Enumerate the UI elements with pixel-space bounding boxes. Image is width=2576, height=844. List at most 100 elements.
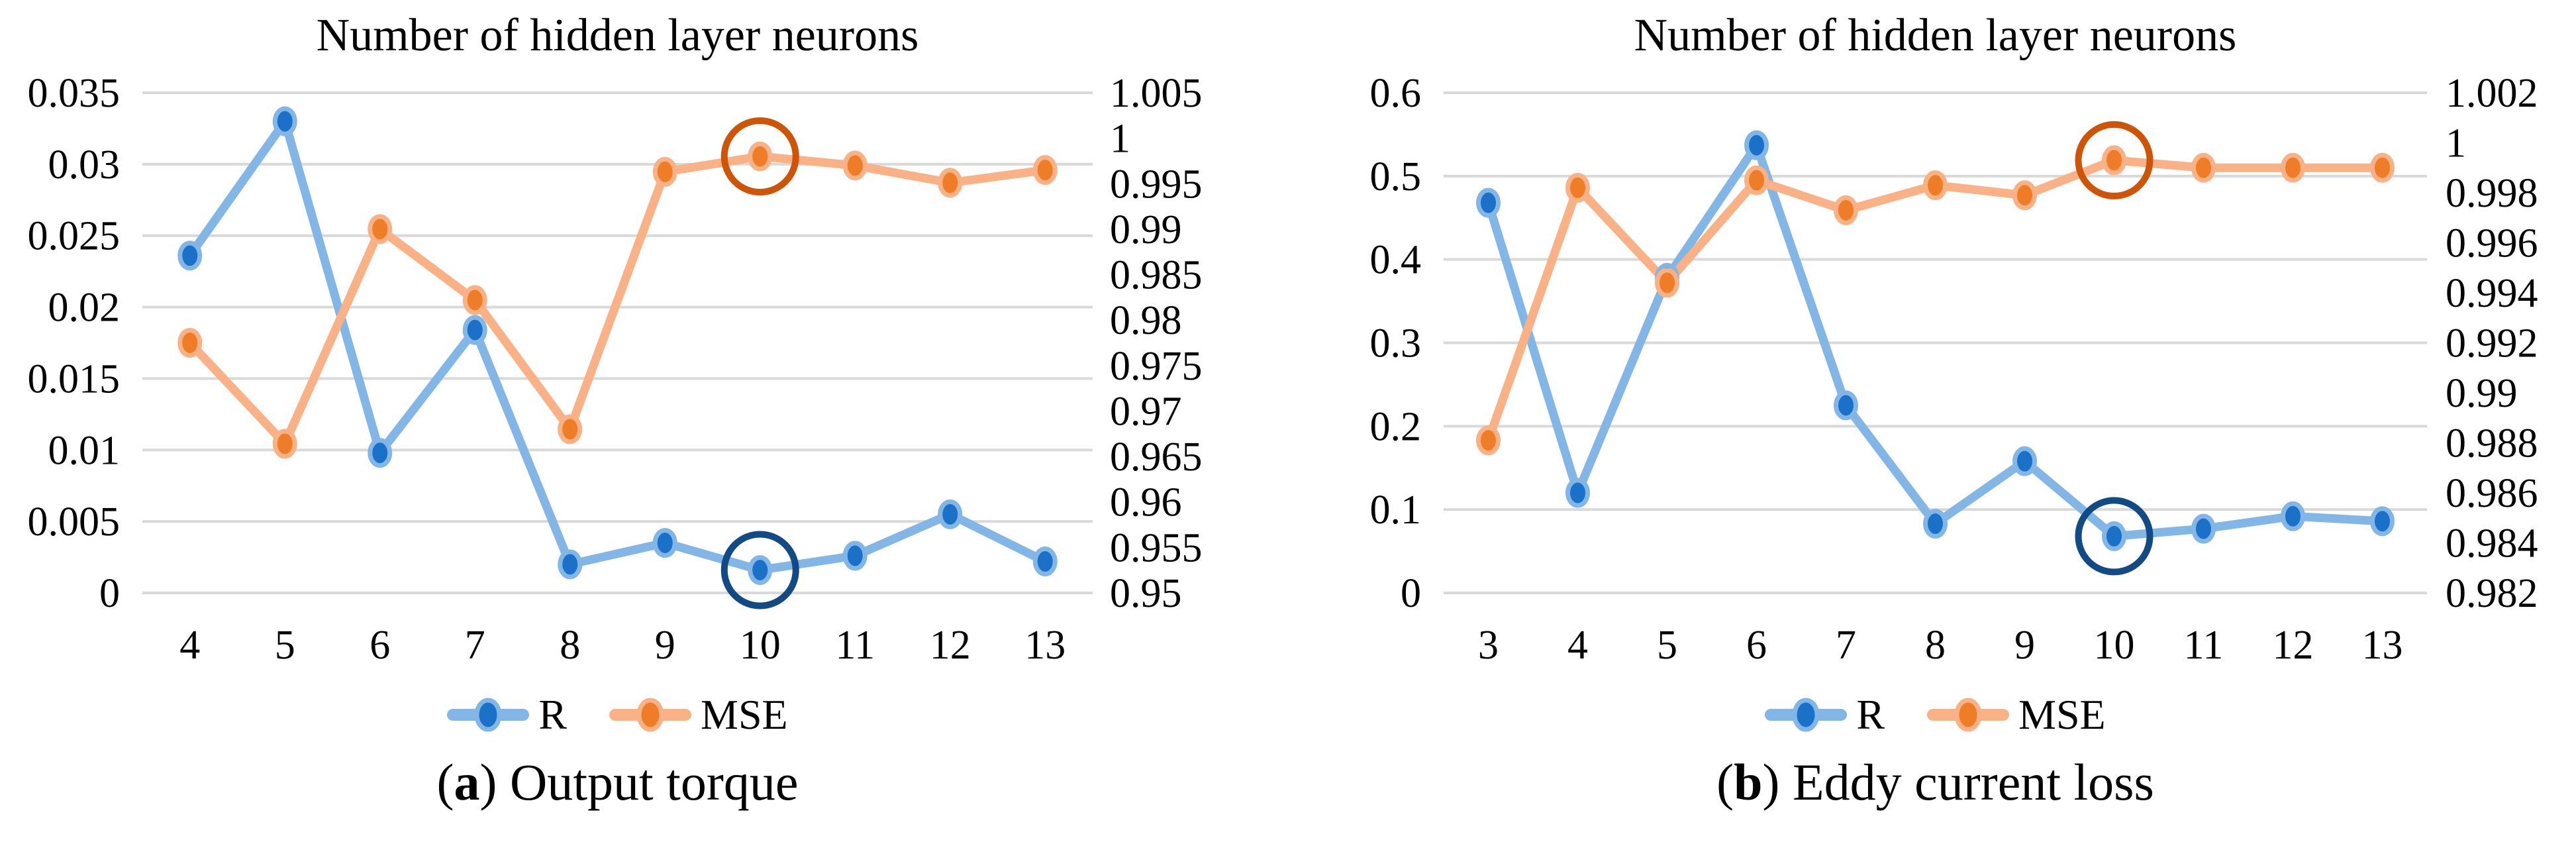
r-annotation-circle [2075,497,2154,576]
r-data-point-marker [1834,390,1858,421]
right-axis-tick: 0.97 [1110,389,1182,434]
mse-data-point-marker [1834,195,1858,225]
r-data-point-marker [2012,446,2037,476]
x-axis-tick: 8 [1925,623,1946,668]
r-data-point-marker [1923,509,1948,539]
right-axis-tick: 0.982 [2446,571,2538,616]
chart-b-panel: Number of hidden layer neurons 0.6 0.5 0.4… [1288,0,2576,844]
chart-a-legend: R MSE [142,690,1093,739]
right-axis-tick: 0.988 [2446,421,2538,466]
chart-a-caption: (a) Output torque [436,753,799,811]
x-axis-tick: 9 [2014,623,2035,668]
r-data-point-marker [2102,521,2126,551]
legend-label-mse: MSE [2018,691,2106,738]
left-axis-tick: 0.025 [28,214,121,259]
r-data-point-marker [1565,478,1590,508]
legend-label-r: R [538,691,568,738]
left-axis-tick: 0.6 [1370,71,1422,116]
x-axis-tick: 11 [2184,623,2224,668]
r-data-point-marker [2191,513,2216,544]
mse-data-point-marker [1923,170,1948,201]
mse-annotation-circle [2075,121,2154,199]
left-axis-tick: 0.02 [48,286,121,331]
r-data-point-marker [2370,506,2395,537]
mse-data-point-marker [1032,155,1058,185]
mse-data-point-marker [462,285,487,315]
r-series-legend-glyph [447,698,530,732]
r-data-point-marker [558,549,583,580]
x-axis-tick: 3 [1478,623,1499,668]
x-axis-tick: 12 [2273,623,2314,668]
chart-b-title: Number of hidden layer neurons [1634,10,2237,61]
mse-series-line [1484,156,2387,445]
chart-a-title: Number of hidden layer neurons [316,10,919,61]
x-axis-tick: 13 [1024,623,1065,668]
r-annotation-circle [720,531,799,609]
right-axis-tick: 0.998 [2446,171,2538,216]
right-axis-tick: 0.96 [1110,480,1182,525]
mse-data-point-marker [368,214,393,244]
legend-item-r: R [447,690,567,739]
x-axis-tick: 9 [655,623,675,668]
right-axis-tick: 0.965 [1110,435,1203,480]
chart-b-legend: R MSE [1444,690,2427,739]
x-axis-tick: 4 [1567,623,1588,668]
r-series-line [1484,140,2387,541]
mse-series-legend-glyph [609,698,692,732]
left-axis-tick: 0.015 [28,356,121,401]
r-data-point-marker [2281,501,2305,531]
r-data-point-marker [272,106,297,136]
left-axis-tick: 0.5 [1370,154,1422,199]
mse-data-point-marker [2012,180,2037,211]
r-data-point-marker [938,499,963,529]
mse-data-point-marker [1655,268,1679,298]
right-axis-tick: 0.95 [1110,571,1182,616]
mse-annotation-circle [720,117,799,196]
x-axis-tick: 10 [740,623,781,668]
mse-series-legend-glyph [1927,698,2010,732]
legend-label-mse: MSE [701,691,788,738]
x-axis-tick: 5 [275,623,295,668]
right-axis-tick: 0.955 [1110,525,1203,570]
left-axis-tick: 0.01 [48,428,121,473]
mse-data-point-marker [558,414,583,445]
x-axis-tick: 13 [2362,623,2403,668]
mse-data-point-marker [842,150,867,181]
x-axis-tick: 7 [465,623,485,668]
x-axis-tick: 11 [835,623,875,668]
mse-data-point-marker [2281,152,2305,183]
mse-data-point-marker [1565,172,1590,203]
r-series-legend-glyph [1765,698,1848,732]
mse-data-point-marker [177,328,203,358]
right-axis-tick: 0.99 [2446,371,2518,416]
mse-data-point-marker [2370,152,2395,183]
chart-a-plot: 0.0350.030.0250.020.0150.010.00501.00510… [28,71,1203,668]
right-axis-tick: 0.984 [2446,521,2538,566]
x-axis-tick: 10 [2094,623,2135,668]
right-axis-tick: 0.986 [2446,471,2538,516]
left-axis-tick: 0 [99,571,120,616]
r-data-point-marker [177,240,203,271]
chart-b-plot: 0.60.50.40.30.20.101.00210.9980.9960.994… [1370,71,2538,668]
legend-label-r: R [1856,691,1885,738]
right-axis-tick: 1 [1110,117,1130,162]
left-axis-tick: 0.005 [28,500,121,545]
left-axis-tick: 0 [1401,571,1421,616]
right-axis-tick: 0.975 [1110,344,1203,389]
x-axis-tick: 6 [1746,623,1767,668]
left-axis-tick: 0.3 [1370,321,1422,366]
left-axis-tick: 0.03 [48,142,121,187]
legend-item-mse: MSE [609,690,788,739]
x-axis-tick: 12 [930,623,971,668]
x-axis-tick: 5 [1657,623,1677,668]
chart-a-panel: Number of hidden layer neurons 0.035 0.03… [28,10,1203,811]
mse-data-point-marker [2102,145,2126,176]
mse-data-point-marker [938,168,963,198]
r-data-point-marker [462,315,487,345]
r-data-point-marker [1476,187,1501,218]
mse-series-line [185,152,1050,448]
right-axis-tick: 0.99 [1110,207,1182,252]
x-axis-tick: 8 [560,623,580,668]
left-axis-tick: 0.1 [1370,488,1422,533]
